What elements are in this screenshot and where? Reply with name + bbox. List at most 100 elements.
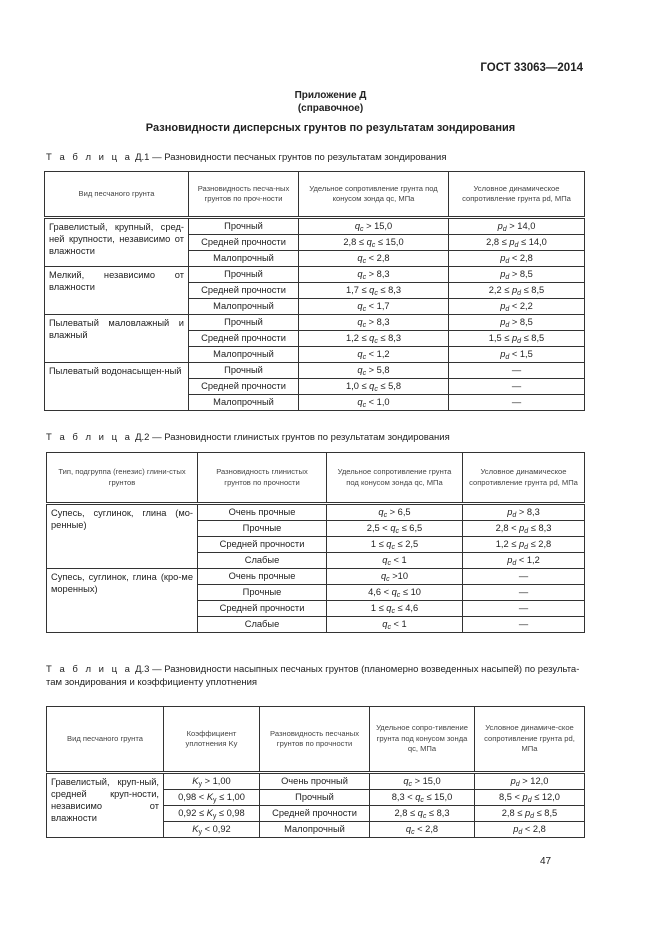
formula-suffix: < 1,7 bbox=[366, 301, 390, 311]
formula-suffix: ≤ 8,5 bbox=[521, 333, 545, 343]
formula-suffix: < 2,8 bbox=[509, 253, 533, 263]
pd-cell: 1,2 ≤ pd ≤ 2,8 bbox=[462, 536, 585, 553]
qc-cell: 2,8 ≤ qc ≤ 8,3 bbox=[369, 805, 475, 822]
variable-subscript: c bbox=[362, 402, 367, 409]
variable-subscript: c bbox=[391, 544, 395, 551]
formula-suffix: > 1,00 bbox=[202, 776, 231, 786]
variable: q bbox=[415, 792, 421, 802]
formula-suffix: ≤ 10 bbox=[400, 587, 421, 597]
qc-cell: 2,8 ≤ qc ≤ 15,0 bbox=[298, 234, 449, 251]
strength-cell: Прочные bbox=[197, 520, 327, 537]
qc-cell: 1 ≤ qc ≤ 4,6 bbox=[326, 600, 463, 617]
variable-subscript: d bbox=[524, 528, 529, 535]
qc-cell: 8,3 < qc ≤ 15,0 bbox=[369, 789, 475, 806]
variable: q bbox=[405, 824, 412, 834]
strength-cell: Средней прочности bbox=[188, 282, 299, 299]
variable-subscript: c bbox=[362, 322, 367, 329]
variable-subscript: d bbox=[505, 274, 510, 281]
variable-subscript: c bbox=[362, 274, 367, 281]
table-row: 0,92 ≤ Kу ≤ 0,98 Средней прочности 2,8 ≤ q… bbox=[47, 805, 585, 822]
formula-suffix: ≤ 15,0 bbox=[375, 237, 404, 247]
qc-cell: 1,2 ≤ qc ≤ 8,3 bbox=[298, 330, 449, 347]
pd-cell: pd < 2,8 bbox=[448, 250, 585, 267]
page-number: 47 bbox=[540, 856, 552, 867]
header-unit: c, МПа bbox=[390, 194, 415, 203]
table-row: Мелкий, независимо от влажности Прочный qc… bbox=[44, 266, 585, 315]
qc-cell: 1,0 ≤ qc ≤ 5,8 bbox=[298, 378, 449, 395]
variable-subscript: d bbox=[524, 544, 529, 551]
variable: q bbox=[357, 397, 363, 407]
variable-subscript: c bbox=[371, 242, 376, 249]
table-row: Слабые qc < 1— bbox=[47, 616, 585, 633]
variable: p bbox=[500, 317, 506, 327]
variable: K bbox=[206, 808, 213, 818]
strength-cell: Прочный bbox=[188, 362, 299, 379]
column-header: Вид песчаного грунта bbox=[44, 171, 189, 218]
qc-cell: qc > 5,8 bbox=[298, 362, 449, 379]
variable: p bbox=[500, 253, 506, 263]
variable: q bbox=[417, 808, 423, 818]
variable: p bbox=[524, 808, 531, 818]
variable: p bbox=[500, 301, 506, 311]
variable: q bbox=[391, 587, 397, 597]
variable-subscript: d bbox=[517, 338, 522, 345]
formula-suffix: ≤ 15,0 bbox=[423, 792, 453, 802]
variable: q bbox=[369, 285, 375, 295]
soil-type-cell: Гравелистый, крупный, сред-ней крупности… bbox=[44, 217, 189, 267]
formula-prefix: 1,7 ≤ bbox=[345, 285, 370, 295]
variable: p bbox=[518, 539, 525, 549]
variable-subscript: c bbox=[362, 370, 367, 377]
table-row: Супесь, суглинок, глина (кро-ме моренных… bbox=[46, 568, 585, 633]
header-text: Условное динамиче-ское сопротивление гру… bbox=[484, 723, 574, 743]
formula-suffix: ≤ 0,98 bbox=[216, 808, 245, 818]
variable-subscript: c bbox=[374, 386, 378, 393]
table-row: Средней прочности 1 ≤ qc ≤ 4,6— bbox=[47, 600, 585, 617]
formula-prefix: 2,8 ≤ bbox=[343, 237, 367, 247]
strength-cell: Очень прочные bbox=[197, 503, 327, 521]
column-header: Условное динамическое сопротивление грун… bbox=[462, 452, 585, 504]
column-header: Разновидность глинистых грунтов по прочн… bbox=[197, 452, 327, 504]
soil-type-cell: Пылеватый маловлажный и влажный bbox=[44, 314, 189, 363]
table3: Вид песчаного грунта Коэффициент уплотнен… bbox=[46, 706, 585, 838]
header-text: Удельное сопро-тивление грунта под конус… bbox=[376, 723, 468, 754]
qc-cell: qc < 2,8 bbox=[369, 821, 475, 838]
formula-suffix: > 8,3 bbox=[516, 507, 540, 517]
variable-subscript: c bbox=[359, 226, 364, 233]
pd-cell: 2,2 ≤ pd ≤ 8,5 bbox=[448, 282, 585, 299]
formula-suffix: > 12,0 bbox=[519, 776, 549, 786]
strength-cell: Прочные bbox=[197, 584, 327, 601]
variable-subscript: c bbox=[374, 290, 378, 297]
table2: Тип, подгруппа (генезис) глини-стых грун… bbox=[46, 452, 585, 633]
soil-type-cell: Гравелистый, круп-ный, средней круп-ност… bbox=[46, 772, 164, 838]
qc-cell: 4,6 < qc ≤ 10 bbox=[326, 584, 463, 601]
formula-suffix: ≤ 14,0 bbox=[518, 237, 547, 247]
soil-type-cell: Супесь, суглинок, глина (кро-ме моренных… bbox=[46, 568, 198, 633]
formula-prefix: — bbox=[511, 397, 522, 407]
variable: q bbox=[357, 365, 363, 375]
formula-suffix: > 8,3 bbox=[366, 269, 390, 279]
variable: K bbox=[192, 776, 199, 786]
header-text: Разновидность глинистых грунтов по прочн… bbox=[216, 467, 308, 487]
variable-subscript: c bbox=[386, 576, 390, 583]
ky-cell: Kу < 0,92 bbox=[163, 821, 260, 838]
strength-cell: Средней прочности bbox=[188, 378, 299, 395]
formula-suffix: < 1 bbox=[390, 619, 407, 629]
formula-prefix: 4,6 < bbox=[368, 587, 392, 597]
formula-suffix: ≤ 8,3 bbox=[528, 523, 552, 533]
variable-subscript: у bbox=[198, 781, 203, 788]
variable-subscript: d bbox=[514, 242, 519, 249]
column-header: Удельное сопро-тивление грунта под конус… bbox=[369, 706, 475, 773]
variable-subscript: c bbox=[387, 560, 391, 567]
formula-prefix: 8,3 < bbox=[391, 792, 416, 802]
table2-caption: Т а б л и ц а Д.2 — Разновидности глинис… bbox=[46, 432, 591, 445]
variable: q bbox=[382, 619, 388, 629]
pd-cell: — bbox=[448, 378, 585, 395]
header-text: Удельное сопротивление грунта под конусо… bbox=[309, 183, 438, 204]
strength-cell: Очень прочные bbox=[197, 568, 327, 585]
strength-cell: Средней прочности bbox=[197, 600, 327, 617]
table-label: Т а б л и ц а bbox=[46, 432, 133, 443]
formula-suffix: ≤ 4,6 bbox=[394, 603, 419, 613]
variable-subscript: c bbox=[374, 338, 378, 345]
pd-cell: — bbox=[462, 568, 585, 585]
appendix-heading: Разновидности дисперсных грунтов по резу… bbox=[145, 122, 516, 134]
